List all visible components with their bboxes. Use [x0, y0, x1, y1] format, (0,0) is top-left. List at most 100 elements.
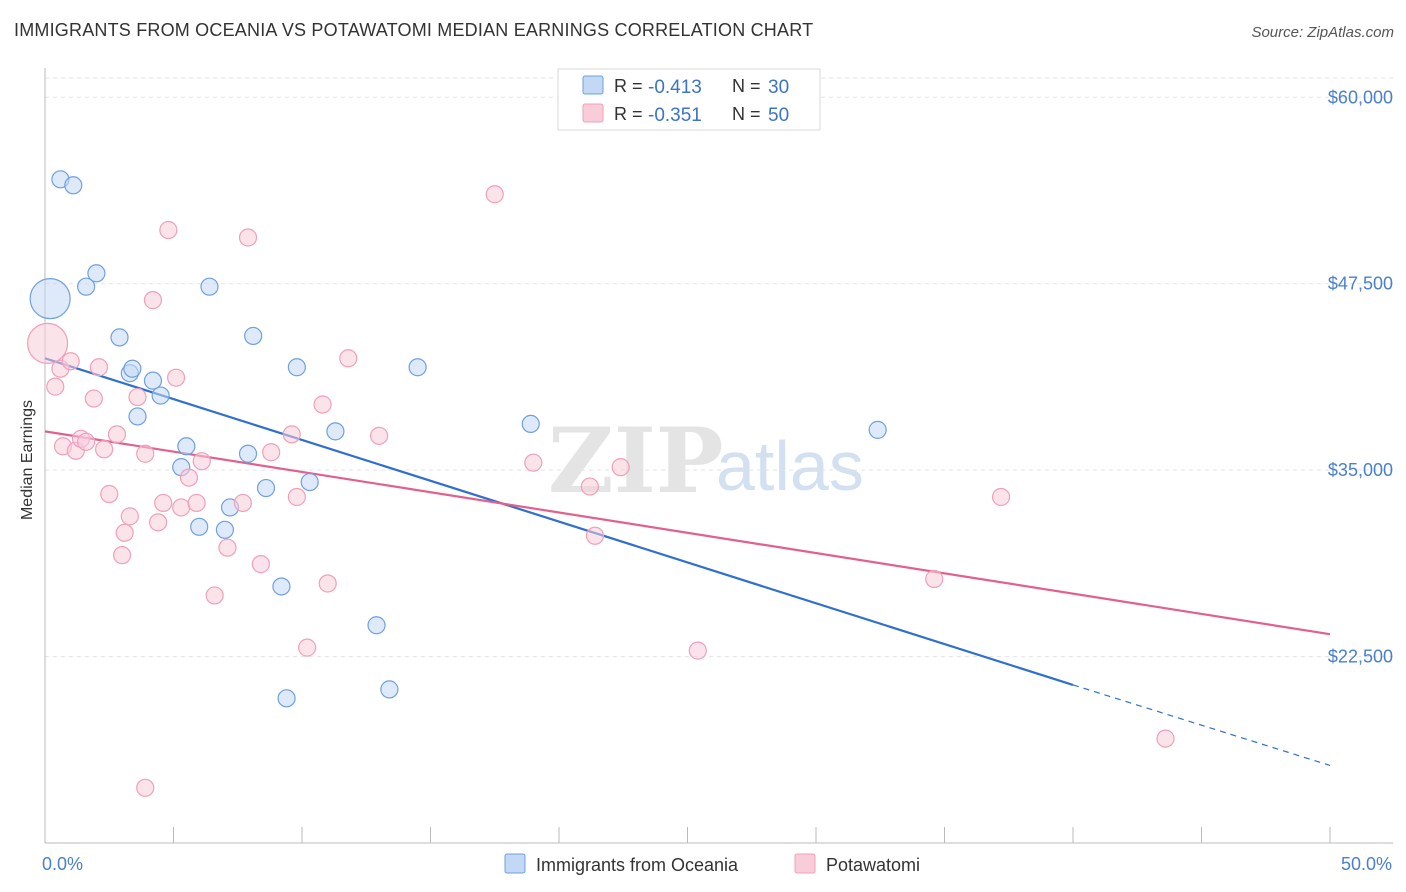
potawatomi-point — [46, 377, 65, 396]
potawatomi-point — [251, 555, 270, 574]
potawatomi-point — [61, 352, 80, 371]
potawatomi-point — [313, 395, 332, 414]
y-tick-label: $22,500 — [1328, 647, 1393, 667]
potawatomi-point — [585, 526, 605, 545]
potawatomi-point — [991, 487, 1011, 507]
oceania-point — [143, 371, 163, 390]
potawatomi-point — [154, 493, 173, 513]
potawatomi-point — [166, 368, 186, 387]
oceania-point — [367, 616, 386, 635]
legend-n-value-oceania: 30 — [768, 77, 789, 98]
axes — [44, 68, 1393, 844]
potawatomi-point — [925, 569, 944, 589]
oceania-point — [326, 422, 345, 441]
legend-r-label-2: R = — [614, 104, 643, 124]
potawatomi-point — [136, 778, 155, 797]
oceania-point — [521, 414, 540, 434]
legend-r-label-1: R = — [614, 76, 643, 96]
oceania-point — [200, 277, 219, 296]
potawatomi-point — [112, 546, 132, 565]
y-tick-label: $47,500 — [1328, 274, 1393, 294]
oceania-point — [151, 386, 170, 405]
potawatomi-point — [218, 538, 237, 557]
watermark-atlas: atlas — [716, 427, 864, 505]
potawatomi-point — [136, 444, 155, 463]
trend-line-1 — [44, 430, 1331, 636]
potawatomi-point — [1156, 729, 1175, 748]
legend-swatch-potawatomi — [582, 103, 604, 123]
series-swatch-oceania — [504, 853, 526, 874]
legend-n-label-2: N = — [732, 104, 761, 124]
potawatomi-point — [26, 322, 69, 364]
oceania-point — [408, 358, 427, 377]
oceania-point — [300, 472, 319, 492]
oceania-point — [64, 176, 83, 195]
oceania-point — [77, 277, 96, 296]
oceania-point — [29, 278, 71, 320]
potawatomi-point — [238, 228, 258, 247]
potawatomi-point — [159, 220, 178, 240]
potawatomi-point — [205, 586, 224, 605]
oceania-point — [272, 577, 291, 596]
potawatomi-point — [318, 574, 337, 593]
oceania-point — [128, 407, 147, 426]
potawatomi-point — [84, 389, 103, 408]
oceania-point — [110, 328, 129, 347]
oceania-point — [177, 437, 196, 456]
potawatomi-point — [89, 358, 109, 377]
potawatomi-point — [192, 452, 211, 471]
potawatomi-point — [611, 458, 630, 477]
series-label-oceania: Immigrants from Oceania — [536, 855, 739, 875]
potawatomi-point — [298, 638, 317, 657]
legend-n-label-1: N = — [732, 76, 761, 96]
potawatomi-point — [485, 185, 504, 204]
potawatomi-point — [233, 493, 252, 513]
chart-title: IMMIGRANTS FROM OCEANIA VS POTAWATOMI ME… — [14, 20, 814, 40]
correlation-legend: R = -0.413 N = 30 R = -0.351 N = 50 — [557, 68, 821, 131]
series-swatch-potawatomi — [794, 853, 816, 874]
legend-r-value-potawatomi: -0.351 — [648, 105, 702, 126]
y-axis-title: Median Earnings — [19, 400, 36, 520]
chart-source: Source: ZipAtlas.com — [1251, 24, 1394, 41]
oceania-point — [287, 358, 306, 377]
potawatomi-point — [262, 443, 281, 462]
series-label-potawatomi: Potawatomi — [826, 855, 920, 875]
potawatomi-point — [339, 349, 358, 368]
trend-lines — [44, 357, 1331, 767]
trend-line-0 — [44, 357, 1074, 686]
potawatomi-point — [107, 425, 127, 444]
watermark: ZIP atlas — [548, 408, 864, 514]
y-tick-label: $35,000 — [1328, 460, 1393, 480]
potawatomi-point — [100, 484, 119, 504]
potawatomi-point — [688, 641, 707, 660]
potawatomi-point — [143, 291, 163, 310]
potawatomi-point — [287, 487, 306, 507]
series-legend: Immigrants from Oceania Potawatomi — [504, 853, 920, 875]
potawatomi-point — [115, 523, 134, 542]
oceania-point — [868, 420, 887, 439]
trend-line-extension-0 — [1072, 684, 1331, 767]
potawatomi-point — [120, 507, 139, 526]
potawatomi-point — [524, 453, 543, 472]
y-tick-label: $60,000 — [1328, 87, 1393, 107]
potawatomi-point — [370, 426, 389, 445]
oceania-point — [87, 264, 106, 283]
legend-n-value-potawatomi: 50 — [768, 105, 789, 126]
potawatomi-point — [95, 440, 114, 459]
potawatomi-point — [77, 432, 96, 451]
oceania-point — [190, 517, 209, 536]
data-points — [26, 170, 1175, 797]
potawatomi-point — [128, 387, 147, 407]
potawatomi-point — [580, 477, 599, 496]
oceania-point — [277, 689, 296, 708]
potawatomi-point — [187, 493, 206, 513]
potawatomi-point — [148, 513, 168, 532]
potawatomi-point — [179, 468, 199, 487]
x-tick-label-min: 0.0% — [42, 854, 83, 874]
oceania-point — [238, 444, 258, 463]
x-tick-label-max: 50.0% — [1341, 854, 1392, 874]
oceania-point — [256, 478, 276, 498]
watermark-zip: ZIP — [548, 408, 723, 514]
oceania-point — [215, 520, 234, 539]
